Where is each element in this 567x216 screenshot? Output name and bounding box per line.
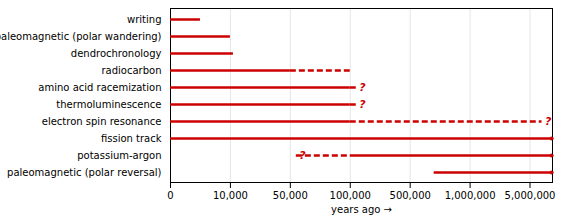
svg-text:?: ? [359, 81, 366, 94]
svg-text:100,000: 100,000 [330, 190, 371, 201]
svg-text:paleomagnetic (polar wandering: paleomagnetic (polar wandering) [0, 31, 162, 42]
svg-text:5,000,000: 5,000,000 [505, 190, 556, 201]
svg-text:dendrochronology: dendrochronology [71, 48, 162, 59]
svg-text:0: 0 [167, 190, 173, 201]
svg-text:radiocarbon: radiocarbon [101, 65, 161, 76]
svg-text:fission track: fission track [101, 133, 162, 144]
svg-text:thermoluminescence: thermoluminescence [56, 99, 161, 110]
svg-text:?: ? [545, 115, 552, 128]
svg-text:amino acid racemization: amino acid racemization [38, 82, 161, 93]
svg-text:electron spin resonance: electron spin resonance [42, 116, 162, 127]
svg-text:writing: writing [127, 14, 161, 25]
svg-text:?: ? [359, 98, 366, 111]
svg-text:paleomagnetic (polar reversal): paleomagnetic (polar reversal) [7, 167, 162, 178]
svg-text:10,000: 10,000 [213, 190, 248, 201]
svg-text:1,000,000: 1,000,000 [445, 190, 496, 201]
svg-text:?: ? [299, 149, 306, 162]
svg-text:years ago →: years ago → [331, 204, 392, 215]
svg-text:potassium-argon: potassium-argon [77, 150, 161, 161]
svg-text:500,000: 500,000 [390, 190, 431, 201]
svg-text:50,000: 50,000 [273, 190, 308, 201]
